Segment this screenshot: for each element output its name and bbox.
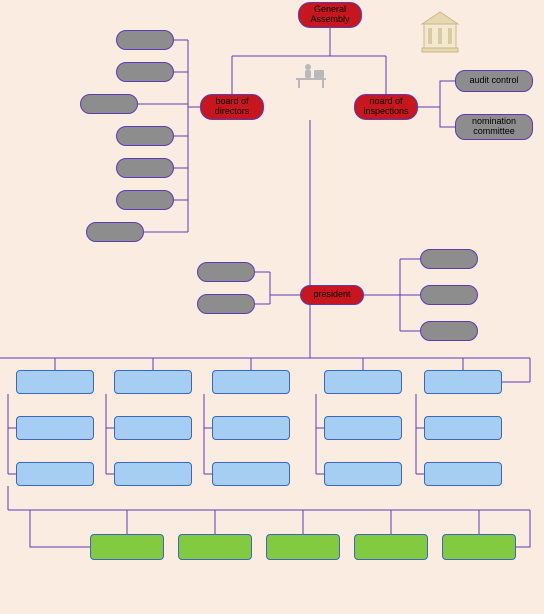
node-general-assembly: General Assembly	[298, 2, 362, 28]
node-l5	[116, 158, 174, 178]
node-l6	[116, 190, 174, 210]
connectors-layer	[0, 0, 544, 614]
desk-icon	[296, 62, 326, 88]
node-nomination-comm: nomination committee	[455, 114, 533, 140]
node-g4	[354, 534, 428, 560]
node-pL1	[197, 262, 255, 282]
node-g2	[178, 534, 252, 560]
node-l3	[80, 94, 138, 114]
node-pR2	[420, 285, 478, 305]
node-b-r3c1	[16, 462, 94, 486]
node-pR1	[420, 249, 478, 269]
node-l1	[116, 30, 174, 50]
node-b-r2c5	[424, 416, 502, 440]
node-president: president	[300, 285, 364, 305]
node-b-r3c5	[424, 462, 502, 486]
node-b-r3c3	[212, 462, 290, 486]
node-b-r1c5	[424, 370, 502, 394]
node-pL2	[197, 294, 255, 314]
node-g1	[90, 534, 164, 560]
node-l7	[86, 222, 144, 242]
node-l4	[116, 126, 174, 146]
node-b-r2c4	[324, 416, 402, 440]
node-audit-control: audit control	[455, 70, 533, 92]
node-pR3	[420, 321, 478, 341]
node-b-r3c4	[324, 462, 402, 486]
node-b-r3c2	[114, 462, 192, 486]
node-b-r2c2	[114, 416, 192, 440]
node-b-r2c1	[16, 416, 94, 440]
node-board-inspections: noard of inspections	[354, 94, 418, 120]
node-g5	[442, 534, 516, 560]
node-b-r1c4	[324, 370, 402, 394]
node-b-r1c1	[16, 370, 94, 394]
node-board-directors: board of directors	[200, 94, 264, 120]
node-b-r1c2	[114, 370, 192, 394]
node-b-r1c3	[212, 370, 290, 394]
node-b-r2c3	[212, 416, 290, 440]
building-icon	[416, 10, 464, 54]
node-l2	[116, 62, 174, 82]
node-g3	[266, 534, 340, 560]
